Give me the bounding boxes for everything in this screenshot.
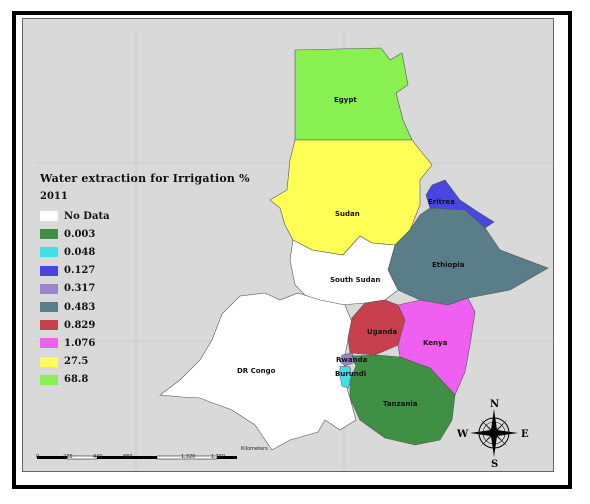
label-dr-congo: DR Congo [237, 367, 276, 375]
legend-label: 0.003 [64, 228, 96, 240]
legend-item: 27.5 [40, 353, 250, 371]
legend-swatch [40, 265, 58, 276]
country-kenya[interactable] [397, 297, 476, 396]
label-rwanda: Rwanda [336, 356, 368, 364]
legend-swatch [40, 374, 58, 385]
country-eritrea[interactable] [425, 179, 495, 229]
scale-bar [37, 455, 237, 460]
legend-label: 0.829 [64, 319, 96, 331]
compass-s: S [491, 459, 498, 470]
compass-e: E [521, 429, 529, 440]
scale-tick-0: 0 [36, 454, 40, 460]
legend-label: 1.076 [64, 337, 96, 349]
legend-swatch [40, 356, 58, 367]
legend-title: Water extraction for Irrigation % [40, 172, 250, 185]
scale-tick-2: 440 [93, 454, 103, 460]
country-dr-congo[interactable] [159, 292, 357, 451]
label-tanzania: Tanzania [383, 400, 418, 408]
legend-label: 0.483 [64, 301, 96, 313]
scale-tick-3: 880 [123, 454, 133, 460]
legend-item: 0.317 [40, 280, 250, 298]
legend-swatch [40, 320, 58, 331]
country-south-sudan[interactable] [289, 235, 399, 306]
legend-swatch [40, 302, 58, 313]
legend-swatch [40, 338, 58, 349]
legend-label: No Data [64, 210, 110, 222]
label-kenya: Kenya [423, 339, 448, 347]
legend-item: 0.048 [40, 243, 250, 261]
legend-item: No Data [40, 207, 250, 225]
legend-swatch [40, 211, 58, 222]
scale-tick-5: 1,760 [211, 454, 226, 460]
label-ethiopia: Ethiopia [432, 261, 465, 269]
legend-item: 68.8 [40, 371, 250, 389]
label-burundi: Burundi [335, 370, 366, 378]
compass-n: N [490, 399, 499, 410]
legend-item: 0.829 [40, 316, 250, 334]
country-tanzania[interactable] [349, 354, 456, 446]
legend-items: No Data 0.003 0.048 0.127 0.317 0.483 0.829 1.0… [40, 207, 250, 389]
legend-year: 2011 [40, 191, 68, 202]
legend-label: 68.8 [64, 374, 89, 386]
legend-label: 0.127 [64, 265, 96, 277]
legend-item: 1.076 [40, 334, 250, 352]
legend-swatch [40, 229, 58, 240]
label-south-sudan: South Sudan [330, 276, 380, 284]
compass-w: W [456, 429, 469, 440]
compass-rose-icon: N S E W [456, 399, 529, 470]
legend: Water extraction for Irrigation % 2011 N… [40, 172, 250, 389]
label-sudan: Sudan [335, 210, 360, 218]
legend-item: 0.127 [40, 262, 250, 280]
legend-swatch [40, 283, 58, 294]
label-egypt: Egypt [334, 96, 357, 104]
country-burundi[interactable] [339, 365, 353, 389]
legend-item: 0.483 [40, 298, 250, 316]
scale-unit: Kilometers [241, 446, 268, 452]
label-uganda: Uganda [367, 328, 397, 336]
scale-tick-4: 1,320 [181, 454, 196, 460]
label-eritrea: Eritrea [428, 198, 455, 206]
scale-tick-1: 220 [63, 454, 73, 460]
country-egypt[interactable] [294, 47, 413, 141]
legend-swatch [40, 247, 58, 258]
legend-label: 27.5 [64, 356, 89, 368]
legend-item: 0.003 [40, 225, 250, 243]
legend-label: 0.317 [64, 283, 96, 295]
legend-label: 0.048 [64, 246, 96, 258]
